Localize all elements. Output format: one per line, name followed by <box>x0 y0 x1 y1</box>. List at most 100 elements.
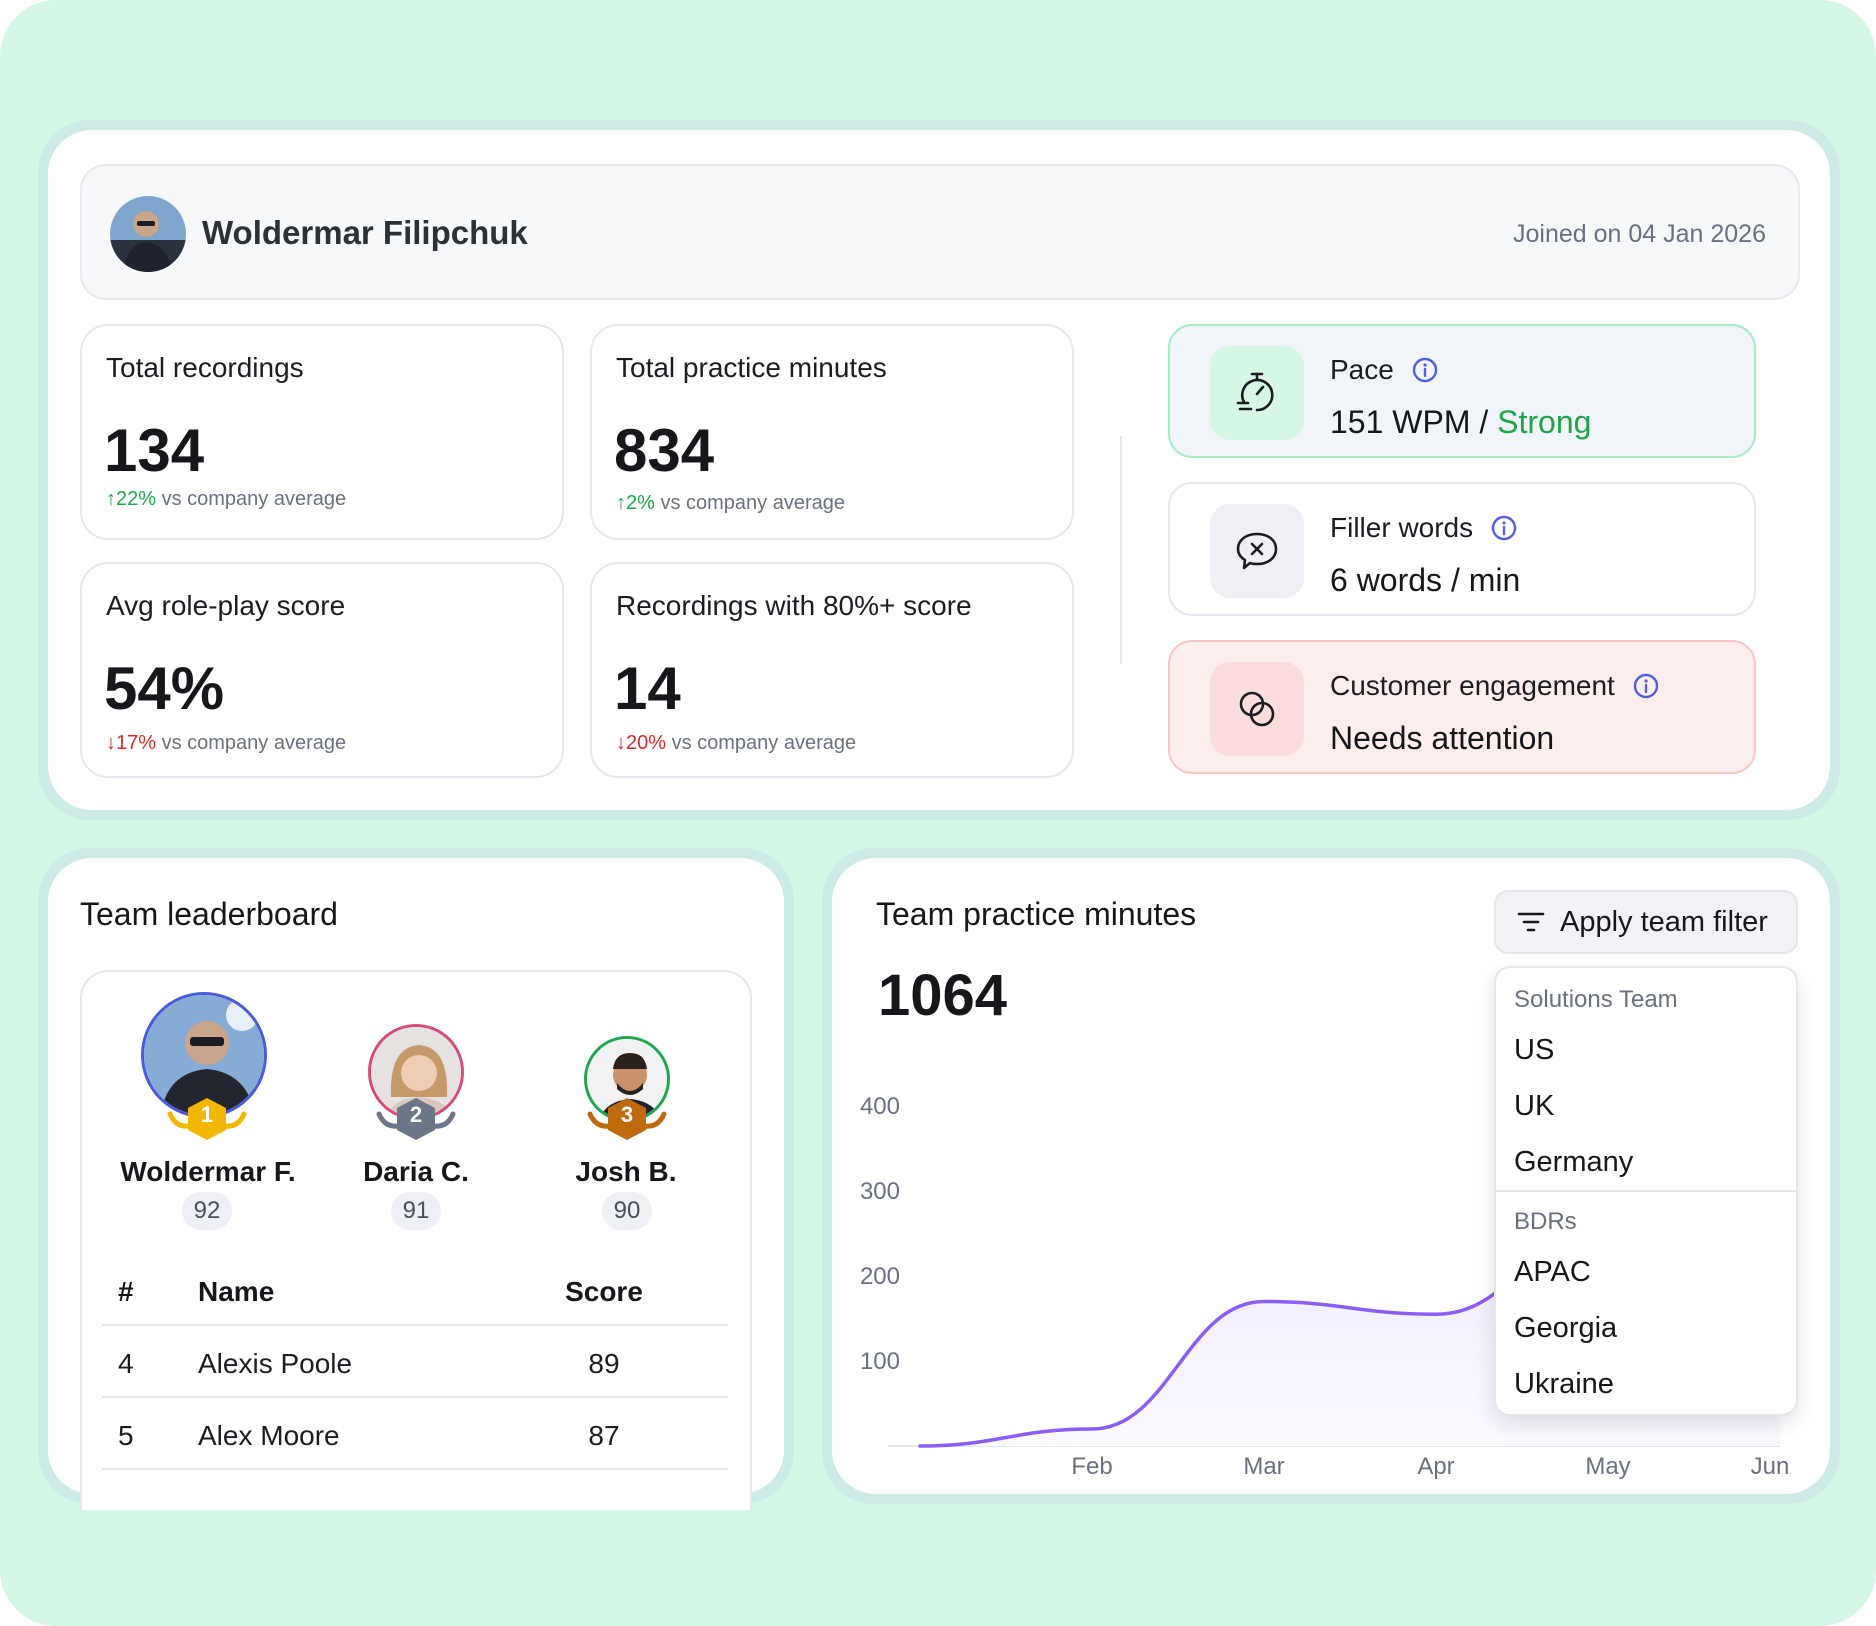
podium-second[interactable]: 2 Daria C. 91 <box>306 990 526 1230</box>
x-tick-label: Mar <box>1243 1453 1284 1480</box>
leaderboard-table: # Name Score 4 Alexis Poole 89 5 Alex Mo… <box>102 1254 728 1470</box>
stat-card-avg-role-play-score: Avg role-play score 54% ↓17% vs company … <box>80 562 564 778</box>
delta-change: ↓17% <box>106 732 157 754</box>
podium-first[interactable]: 1 Woldermar F. 92 <box>98 990 318 1230</box>
podium-name: Daria C. <box>363 1156 469 1187</box>
stat-card-total-practice-minutes: Total practice minutes 834 ↑2% vs compan… <box>590 324 1074 540</box>
pace-status: Strong <box>1497 404 1592 440</box>
stat-value: 54% <box>104 655 225 722</box>
stat-value: 134 <box>104 417 205 484</box>
metric-pace: Pace 151 WPM / Strong <box>1168 324 1756 458</box>
stat-label: Avg role-play score <box>106 590 346 621</box>
info-icon[interactable] <box>1412 357 1438 383</box>
metric-value: 151 WPM / Strong <box>1330 404 1591 441</box>
dropdown-option[interactable]: UK <box>1514 1090 1555 1122</box>
row-rank: 4 <box>118 1348 134 1379</box>
dropdown-option[interactable]: Ukraine <box>1514 1368 1614 1400</box>
x-tick-label: Apr <box>1417 1453 1454 1480</box>
delta-suffix: vs company average <box>161 732 347 754</box>
delta-suffix: vs company average <box>161 488 347 510</box>
profile-header: Woldermar Filipchuk Joined on 04 Jan 202… <box>80 164 1800 300</box>
avatar <box>141 992 267 1118</box>
column-rank: # <box>118 1276 134 1307</box>
y-tick-label: 100 <box>860 1348 900 1375</box>
delta-change: ↓20% <box>616 732 667 754</box>
stat-label: Recordings with 80%+ score <box>616 590 972 621</box>
y-tick-label: 200 <box>860 1263 900 1290</box>
stat-label: Total recordings <box>106 352 304 383</box>
delta-suffix: vs company average <box>660 492 846 514</box>
engagement-status: Needs attention <box>1330 720 1555 756</box>
medal-rank: 1 <box>200 1102 214 1127</box>
row-score: 87 <box>588 1420 620 1451</box>
apply-team-filter-button[interactable]: Apply team filter <box>1494 890 1798 954</box>
stat-value: 834 <box>614 417 715 484</box>
medal-second-icon <box>376 1098 456 1140</box>
row-name: Alex Moore <box>198 1420 340 1451</box>
joined-date: Joined on 04 Jan 2026 <box>1513 220 1766 248</box>
avatar[interactable] <box>110 196 186 272</box>
podium-score: 91 <box>391 1192 441 1230</box>
filter-label: Apply team filter <box>1560 905 1768 938</box>
x-tick-label: May <box>1585 1453 1630 1480</box>
stat-delta: ↑2% vs company average <box>616 492 845 515</box>
row-score: 89 <box>588 1348 620 1379</box>
podium-name: Josh B. <box>575 1156 677 1187</box>
column-score: Score <box>565 1276 643 1307</box>
pace-label: Pace <box>1330 354 1394 385</box>
stat-card-recordings-80-plus: Recordings with 80%+ score 14 ↓20% vs co… <box>590 562 1074 778</box>
medal-rank: 2 <box>409 1102 423 1127</box>
medal-first-icon <box>167 1098 247 1140</box>
dropdown-option[interactable]: APAC <box>1514 1256 1591 1288</box>
filter-icon <box>1517 912 1545 932</box>
stat-delta: ↑22% vs company average <box>106 488 346 511</box>
dropdown-divider <box>1496 1190 1796 1192</box>
dropdown-option[interactable]: US <box>1514 1034 1555 1066</box>
stat-value: 14 <box>614 655 681 722</box>
x-tick-label: Feb <box>1071 1453 1112 1480</box>
y-tick-label: 300 <box>860 1178 900 1205</box>
column-name: Name <box>198 1276 275 1307</box>
info-icon[interactable] <box>1633 673 1659 699</box>
podium-score: 92 <box>182 1192 232 1230</box>
metric-label: Pace <box>1330 354 1438 386</box>
row-rank: 5 <box>118 1420 134 1451</box>
vertical-divider <box>1120 436 1122 664</box>
delta-change: ↑2% <box>616 492 655 514</box>
stat-delta: ↓17% vs company average <box>106 732 346 755</box>
dropdown-group-label: Solutions Team <box>1514 986 1678 1013</box>
overlapping-circles-icon <box>1210 662 1304 756</box>
team-practice-title: Team practice minutes <box>876 896 1197 932</box>
dropdown-option[interactable]: Georgia <box>1514 1312 1618 1344</box>
metric-filler-words: Filler words 6 words / min <box>1168 482 1756 616</box>
y-tick-label: 400 <box>860 1093 900 1120</box>
medal-rank: 3 <box>620 1102 634 1127</box>
avatar <box>368 1024 464 1120</box>
dropdown-group-label: BDRs <box>1514 1208 1577 1235</box>
delta-change: ↑22% <box>106 488 157 510</box>
podium-score: 90 <box>602 1192 652 1230</box>
speech-bubble-x-icon <box>1210 504 1304 598</box>
table-row[interactable]: 4 Alexis Poole 89 <box>102 1326 728 1398</box>
row-name: Alexis Poole <box>198 1348 353 1379</box>
delta-suffix: vs company average <box>671 732 857 754</box>
table-header: # Name Score <box>102 1254 728 1326</box>
info-icon[interactable] <box>1491 515 1517 541</box>
filler-label: Filler words <box>1330 512 1474 543</box>
metric-customer-engagement: Customer engagement Needs attention <box>1168 640 1756 774</box>
filler-value: 6 words / min <box>1330 562 1521 598</box>
dropdown-option[interactable]: Germany <box>1514 1146 1634 1178</box>
metric-label: Filler words <box>1330 512 1517 544</box>
team-filter-dropdown: Solutions Team US UK Germany BDRs APAC G… <box>1494 966 1798 1416</box>
medal-third-icon <box>587 1098 667 1140</box>
stat-delta: ↓20% vs company average <box>616 732 856 755</box>
x-tick-label: Jun <box>1751 1453 1790 1480</box>
table-row[interactable]: 5 Alex Moore 87 <box>102 1398 728 1470</box>
stat-card-total-recordings: Total recordings 134 ↑22% vs company ave… <box>80 324 564 540</box>
podium-name: Woldermar F. <box>120 1156 296 1187</box>
stopwatch-icon <box>1210 346 1304 440</box>
engagement-label: Customer engagement <box>1330 670 1615 701</box>
stat-label: Total practice minutes <box>616 352 887 383</box>
podium-third[interactable]: 3 Josh B. 90 <box>516 990 736 1230</box>
